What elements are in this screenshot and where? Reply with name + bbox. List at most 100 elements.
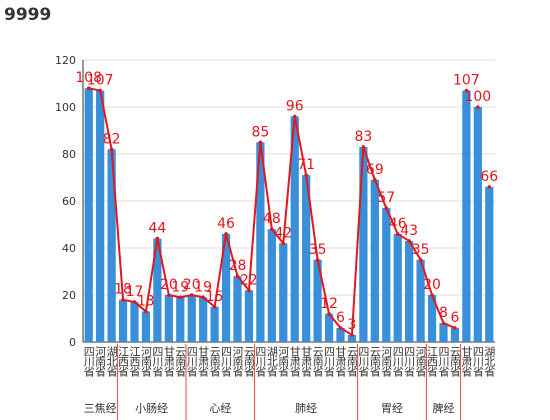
bar <box>324 313 334 342</box>
bar <box>313 259 322 342</box>
x-tick-label: 甘肃省 <box>162 346 175 378</box>
data-label: 8 <box>439 305 448 321</box>
group-label: 小肠经 <box>135 402 168 415</box>
group-label: 脾经 <box>433 401 455 415</box>
x-tick-label: 河南省 <box>380 346 393 378</box>
x-tick-label: 四川省 <box>437 346 450 378</box>
bar <box>279 243 288 342</box>
bar <box>416 259 425 342</box>
x-tick-label: 四川省 <box>82 346 95 378</box>
bar <box>244 290 254 342</box>
x-tick-label: 甘肃省 <box>300 346 313 378</box>
data-label: 107 <box>87 73 114 89</box>
bar <box>450 327 460 342</box>
bar <box>393 233 402 342</box>
data-label: 66 <box>480 169 498 185</box>
x-tick-label: 河南省 <box>94 346 107 378</box>
data-label: 17 <box>126 284 144 300</box>
x-tick-label: 云南省 <box>311 346 324 378</box>
data-label: 6 <box>336 310 345 326</box>
bar <box>370 179 379 342</box>
x-tick-label: 四川省 <box>391 346 404 378</box>
group-label: 心经 <box>209 402 231 415</box>
bar <box>84 88 93 342</box>
x-tick-label: 河南省 <box>277 346 290 378</box>
x-tick-label: 河南省 <box>414 346 427 378</box>
data-label: 15 <box>206 289 224 305</box>
x-tick-label: 甘肃省 <box>197 346 210 378</box>
x-tick-label: 湖北省 <box>265 346 278 378</box>
y-tick-label: 60 <box>62 195 76 208</box>
bar <box>336 327 345 342</box>
x-tick-label: 江西省 <box>128 346 141 378</box>
data-label: 19 <box>194 279 212 295</box>
y-tick-label: 80 <box>62 148 76 161</box>
bar <box>187 295 196 342</box>
x-tick-label: 甘肃省 <box>288 346 301 378</box>
bar <box>199 297 208 342</box>
data-label: 44 <box>148 221 166 237</box>
y-tick-label: 20 <box>62 289 76 302</box>
bar <box>141 311 151 342</box>
bar <box>221 233 231 342</box>
data-label: 82 <box>103 131 121 147</box>
x-tick-label: 河南省 <box>231 346 244 378</box>
x-tick-label: 四川省 <box>254 346 267 378</box>
x-tick-label: 江西省 <box>117 346 130 378</box>
x-tick-label: 云南省 <box>448 346 461 378</box>
bar <box>256 142 265 342</box>
data-label: 35 <box>309 242 327 258</box>
bar <box>267 229 276 342</box>
x-tick-label: 江西省 <box>426 346 439 378</box>
bar <box>153 238 162 342</box>
line <box>88 87 456 337</box>
data-label: 6 <box>450 310 459 326</box>
x-tick-label: 河南省 <box>139 346 152 378</box>
point <box>487 185 492 189</box>
x-tick-label: 甘肃省 <box>334 346 347 378</box>
x-tick-label: 四川省 <box>323 346 336 378</box>
data-label: 20 <box>160 277 178 293</box>
data-label: 20 <box>423 277 441 293</box>
group-label: 三焦经 <box>84 402 117 415</box>
bar <box>439 323 448 342</box>
data-label: 46 <box>389 216 407 232</box>
data-label: 71 <box>297 157 315 173</box>
bar <box>290 116 299 343</box>
page-title: 9999 <box>4 5 51 25</box>
group-label: 胃经 <box>381 402 403 415</box>
data-label: 13 <box>137 293 155 309</box>
y-tick-label: 40 <box>62 242 76 255</box>
bar <box>347 334 357 342</box>
group-label: 肺经 <box>295 402 317 415</box>
data-label: 96 <box>286 98 304 114</box>
bar <box>96 90 105 342</box>
x-tick-label: 云南省 <box>174 346 187 378</box>
bar <box>382 208 391 342</box>
data-label: 83 <box>354 129 372 145</box>
bar <box>164 295 173 342</box>
data-label: 12 <box>320 296 338 312</box>
x-tick-label: 云南省 <box>242 346 255 378</box>
data-label: 43 <box>400 223 418 239</box>
data-label: 46 <box>217 216 235 232</box>
data-label: 57 <box>377 190 395 206</box>
bar <box>233 276 242 342</box>
x-tick-label: 湖北省 <box>105 346 118 378</box>
x-tick-label: 四川省 <box>151 346 164 378</box>
bar <box>118 299 128 342</box>
data-label: 85 <box>251 124 269 140</box>
y-tick-label: 0 <box>69 336 76 349</box>
bar <box>107 149 116 342</box>
x-tick-label: 四川省 <box>357 346 370 378</box>
bar <box>130 302 139 342</box>
data-label: 48 <box>263 211 281 227</box>
bar <box>302 175 311 342</box>
bar <box>176 297 185 342</box>
x-tick-label: 云南省 <box>345 346 358 378</box>
x-tick-label: 四川省 <box>185 346 198 378</box>
bar <box>473 107 482 342</box>
y-tick-label: 120 <box>55 54 76 67</box>
x-tick-label: 甘肃省 <box>460 346 473 378</box>
